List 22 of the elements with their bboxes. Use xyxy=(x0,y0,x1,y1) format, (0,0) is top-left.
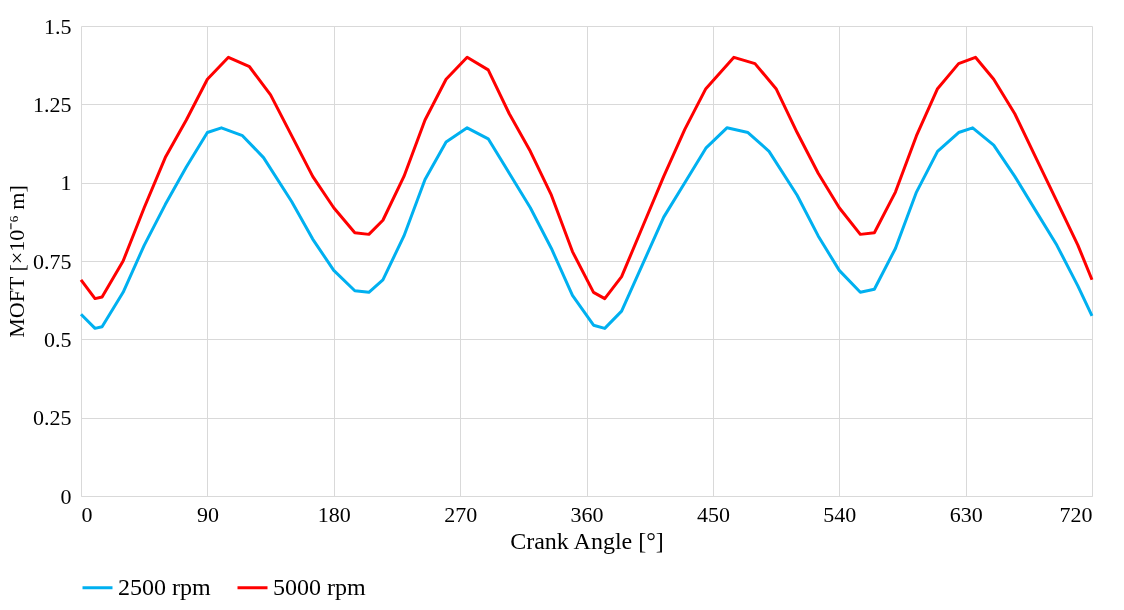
x-tick-label: 270 xyxy=(444,501,478,527)
x-axis-title: Crank Angle [°] xyxy=(510,527,664,554)
y-tick-label: 0.75 xyxy=(33,248,72,274)
x-tick-label: 360 xyxy=(570,501,604,527)
line-series xyxy=(79,55,1094,301)
legend-label: 2500 rpm xyxy=(118,573,211,600)
y-tick-label: 0 xyxy=(60,483,72,509)
y-tick-label: 0.5 xyxy=(44,326,72,352)
x-tick-label: 540 xyxy=(823,501,857,527)
y-tick-label: 1.25 xyxy=(33,91,72,117)
y-tick-label: 1 xyxy=(60,170,72,196)
x-tick-label: 630 xyxy=(949,501,983,527)
y-tick-label: 0.25 xyxy=(33,405,72,431)
y-tick-label: 1.5 xyxy=(44,13,72,39)
x-tick-label: 450 xyxy=(696,501,730,527)
x-tick-label: 0 xyxy=(81,501,93,527)
x-tick-label: 180 xyxy=(317,501,351,527)
x-tick-label: 720 xyxy=(1059,501,1093,527)
y-axis-title: MOFT [×10⁻⁶ m] xyxy=(4,185,29,338)
line-series xyxy=(79,126,1094,330)
legend-label: 5000 rpm xyxy=(273,573,366,600)
x-tick-label: 90 xyxy=(196,501,219,527)
